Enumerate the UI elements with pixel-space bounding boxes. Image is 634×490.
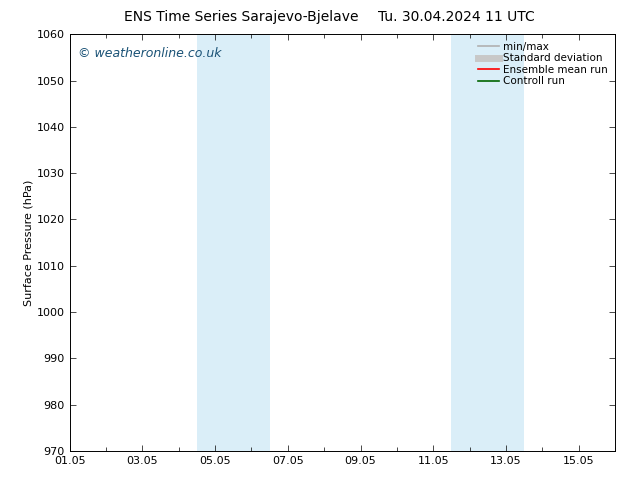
- Bar: [451, 34, 524, 451]
- Text: © weatheronline.co.uk: © weatheronline.co.uk: [78, 47, 221, 60]
- Legend: min/max, Standard deviation, Ensemble mean run, Controll run: min/max, Standard deviation, Ensemble me…: [476, 40, 610, 88]
- Text: ENS Time Series Sarajevo-Bjelave: ENS Time Series Sarajevo-Bjelave: [124, 10, 358, 24]
- Y-axis label: Surface Pressure (hPa): Surface Pressure (hPa): [24, 179, 34, 306]
- Bar: [197, 34, 269, 451]
- Text: Tu. 30.04.2024 11 UTC: Tu. 30.04.2024 11 UTC: [378, 10, 535, 24]
